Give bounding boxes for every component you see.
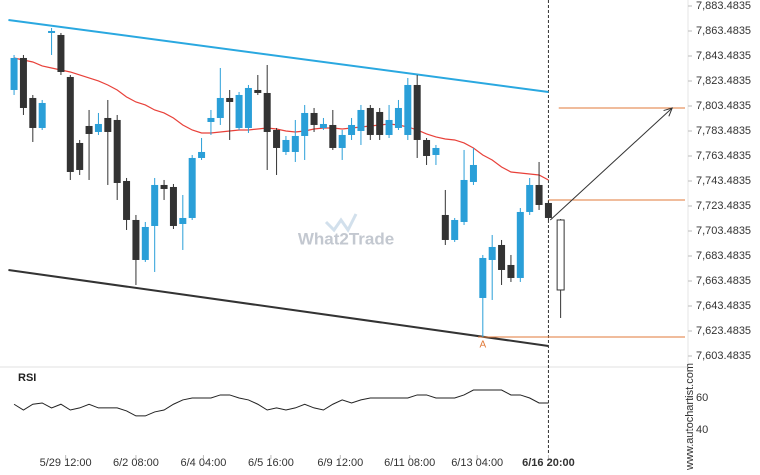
candle-body	[198, 151, 206, 158]
candle-body	[160, 184, 168, 189]
candle-body	[413, 84, 421, 140]
rsi-title: RSI	[18, 372, 36, 384]
candle-body	[479, 257, 487, 298]
candle-body	[432, 147, 440, 155]
rsi-line	[13, 389, 549, 417]
candle-body	[329, 124, 337, 148]
candle-body	[19, 57, 27, 108]
candle-body	[38, 102, 46, 128]
candle-body	[366, 107, 374, 135]
candle-body	[469, 164, 477, 182]
candle-body	[273, 129, 281, 148]
candle-body	[76, 142, 84, 170]
point-label: A	[479, 340, 486, 351]
y-tick-label: 7,783.4835	[696, 125, 751, 137]
x-tick-label: 6/13 04:00	[451, 457, 503, 469]
candle-body	[254, 89, 262, 93]
x-tick-label: 6/5 16:00	[248, 457, 294, 469]
y-tick-label: 7,723.4835	[696, 200, 751, 212]
projection-body	[556, 219, 565, 291]
candle-body	[544, 202, 552, 218]
candle-body	[48, 30, 56, 33]
x-tick-label: 6/2 08:00	[113, 457, 159, 469]
x-tick-label: 6/16 20:00	[522, 457, 575, 469]
arrow-head	[663, 107, 674, 117]
y-tick-label: 7,763.4835	[696, 150, 751, 162]
y-tick-label: 7,863.4835	[696, 25, 751, 37]
candle-body	[226, 97, 234, 102]
candle-body	[451, 219, 459, 240]
y-tick-label: 7,663.4835	[696, 275, 751, 287]
candle-body	[29, 97, 37, 128]
y-tick-label: 7,803.4835	[696, 100, 751, 112]
candle-body	[151, 184, 159, 226]
y-tick-label: 7,643.4835	[696, 300, 751, 312]
candle-body	[301, 112, 309, 136]
y-tick-label: 7,823.4835	[696, 75, 751, 87]
candle-body	[104, 117, 112, 132]
candle-body	[235, 94, 243, 128]
candle-body	[244, 87, 252, 128]
y-tick-label: 7,883.4835	[696, 0, 751, 12]
candle-body	[207, 117, 215, 122]
candle-body	[132, 219, 140, 260]
rsi-tick-label: 40	[696, 424, 708, 436]
candle-body	[516, 211, 524, 278]
candle-body	[263, 92, 271, 132]
moving-average	[13, 57, 549, 181]
candle-body	[376, 111, 384, 135]
candle-body	[319, 123, 327, 128]
candle-body	[498, 244, 506, 270]
y-tick-label: 7,743.4835	[696, 175, 751, 187]
y-tick-label: 7,683.4835	[696, 250, 751, 262]
candle-body	[66, 76, 74, 172]
candle-body	[113, 119, 121, 183]
candle-body	[488, 246, 496, 260]
candle-body	[385, 119, 393, 135]
candle-body	[310, 112, 318, 125]
x-tick-label: 5/29 12:00	[40, 457, 92, 469]
candle-body	[10, 57, 18, 90]
arrow-line	[549, 107, 673, 221]
candle-body	[141, 226, 149, 260]
candle-body	[423, 139, 431, 156]
candle-body	[94, 123, 102, 132]
candle-body	[282, 139, 290, 152]
candle-body	[394, 107, 402, 128]
channel-line	[8, 18, 549, 93]
watermark	[324, 213, 358, 233]
candle-body	[123, 180, 131, 220]
watermark-icon	[324, 213, 358, 233]
candle-body	[348, 124, 356, 135]
candle-body	[188, 157, 196, 218]
candle-body	[338, 134, 346, 148]
candle-body	[85, 125, 93, 134]
y-tick-label: 7,603.4835	[696, 350, 751, 362]
y-tick-label: 7,623.4835	[696, 325, 751, 337]
candle-body	[526, 184, 534, 212]
candle-body	[291, 135, 299, 152]
y-tick-label: 7,843.4835	[696, 50, 751, 62]
candle-body	[357, 109, 365, 131]
candle-body	[460, 179, 468, 222]
watermark-text: What2Trade	[298, 229, 394, 248]
candle-body	[169, 186, 177, 226]
candle-body	[507, 264, 515, 278]
candle-body	[535, 184, 543, 205]
x-tick-label: 6/4 04:00	[181, 457, 227, 469]
y-tick-label: 7,703.4835	[696, 225, 751, 237]
x-tick-label: 6/9 12:00	[317, 457, 363, 469]
candle-body	[179, 217, 187, 224]
candle-body	[404, 84, 412, 135]
x-tick-label: 6/11 08:00	[384, 457, 435, 469]
candle-body	[441, 214, 449, 240]
channel-line	[8, 268, 549, 347]
source-text: www.autochartist.com	[684, 363, 696, 471]
candle-body	[57, 34, 65, 72]
candle-body	[216, 97, 224, 118]
rsi-tick-label: 60	[696, 392, 708, 404]
